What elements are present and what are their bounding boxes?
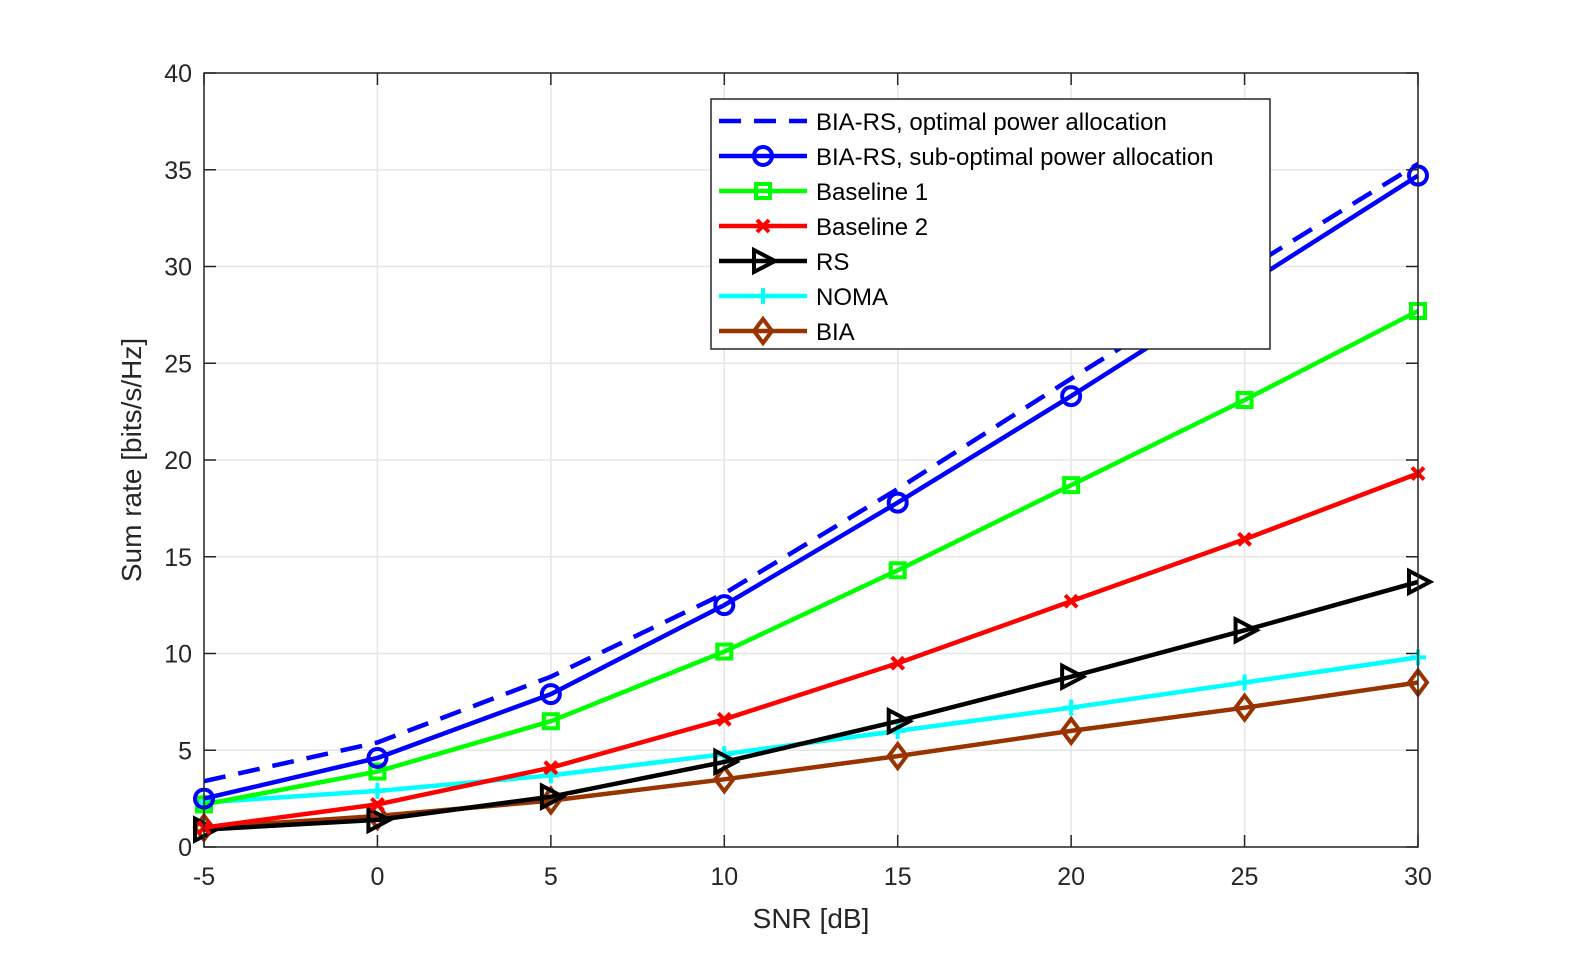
data-point — [1060, 662, 1088, 692]
legend-marker — [754, 182, 772, 200]
legend-label: NOMA — [816, 284, 888, 311]
legend-entry: RS — [719, 246, 849, 276]
series-line — [203, 308, 1420, 807]
data-point — [1063, 699, 1080, 716]
data-point — [366, 746, 389, 769]
legend-entry: BIA-RS, sub-optimal power allocation — [719, 144, 1214, 171]
data-point — [715, 642, 734, 661]
data-point — [368, 762, 387, 781]
series-line — [203, 579, 1419, 832]
y-tick-label: 25 — [164, 350, 192, 378]
x-tick-label: 20 — [1057, 863, 1085, 891]
data-point — [366, 805, 394, 835]
legend-marker — [752, 246, 780, 276]
y-axis-label: Sum rate [bits/s/Hz] — [116, 338, 147, 582]
legend-entry: BIA-RS, optimal power allocation — [719, 109, 1167, 136]
data-point — [1060, 385, 1083, 408]
series-rs — [193, 567, 1435, 844]
data-point — [1236, 674, 1253, 691]
legend-entry: BIA — [719, 315, 855, 347]
data-point — [1407, 567, 1435, 597]
x-tick-label: 10 — [710, 863, 738, 891]
data-point — [713, 747, 741, 777]
series-line — [203, 471, 1419, 830]
legend-label: Baseline 2 — [816, 214, 928, 241]
series-baseline-2 — [196, 466, 1426, 836]
x-axis-label: SNR [dB] — [753, 903, 870, 934]
x-tick-label: -5 — [193, 863, 215, 891]
x-tick-label: 5 — [544, 863, 558, 891]
data-point — [1063, 593, 1079, 609]
data-point — [1237, 531, 1252, 547]
data-point — [1059, 715, 1083, 747]
axes — [203, 72, 1419, 848]
x-tick-label: 30 — [1404, 863, 1432, 891]
x-tick-label: 0 — [370, 863, 384, 891]
series-line — [203, 680, 1419, 830]
data-point — [886, 706, 915, 736]
data-point — [1233, 692, 1257, 724]
legend-label: BIA-RS, optimal power allocation — [816, 109, 1167, 136]
data-point — [370, 797, 385, 812]
data-point — [886, 740, 910, 772]
y-tick-label: 35 — [164, 157, 192, 185]
legend-marker — [755, 288, 771, 304]
data-point — [539, 683, 562, 706]
legend-label: Baseline 1 — [816, 179, 928, 206]
y-tick-label: 40 — [164, 60, 192, 88]
data-point — [1235, 391, 1254, 410]
data-point — [1233, 615, 1261, 645]
data-point — [890, 655, 906, 671]
legend-marker — [755, 218, 771, 234]
y-tick-label: 20 — [164, 447, 192, 475]
legend-label: RS — [816, 249, 849, 276]
data-point — [716, 711, 732, 727]
data-point — [543, 760, 559, 776]
y-tick-label: 5 — [178, 737, 192, 765]
data-point — [1062, 476, 1081, 495]
y-tick-label: 30 — [164, 254, 192, 282]
y-tick-label: 10 — [164, 641, 192, 669]
y-tick-label: 15 — [164, 544, 192, 572]
x-tick-label: 25 — [1231, 863, 1259, 891]
data-point — [541, 712, 560, 731]
data-point — [888, 561, 907, 580]
legend-entry: Baseline 2 — [719, 214, 928, 241]
legend-label: BIA — [816, 319, 855, 346]
data-point — [369, 782, 386, 799]
data-point — [712, 763, 736, 795]
legend-entry: NOMA — [719, 284, 888, 311]
data-point — [713, 594, 736, 617]
data-point — [886, 491, 909, 514]
legend-entry: Baseline 1 — [719, 179, 928, 206]
legend: BIA-RS, optimal power allocation BIA-RS, … — [710, 98, 1271, 350]
x-tick-label: 15 — [884, 863, 912, 891]
y-tick-label: 0 — [178, 834, 192, 862]
data-point — [539, 782, 568, 811]
legend-marker — [751, 315, 775, 347]
legend-marker — [752, 145, 774, 167]
legend-label: BIA-RS, sub-optimal power allocation — [816, 144, 1214, 171]
